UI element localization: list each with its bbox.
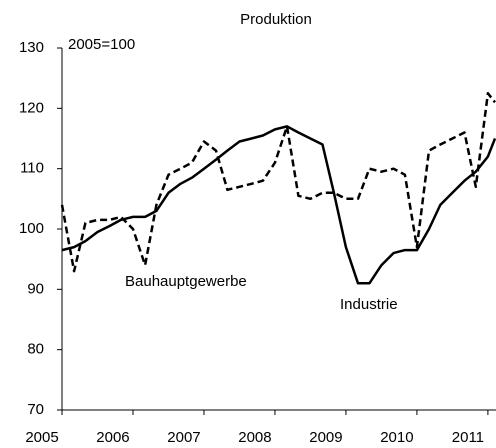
y-tick-label: 110 [20,160,44,177]
y-tick-label: 130 [19,39,44,56]
x-tick-label: 2005 [25,429,58,446]
y-tick-label: 100 [19,220,44,237]
series-line [60,92,496,273]
x-tick-label: 2007 [167,429,200,446]
series-label: Industrie [340,296,398,313]
series-label: Bauhauptgewerbe [125,273,247,290]
y-tick-label: 90 [27,280,44,297]
chart-title: Produktion [240,11,312,28]
x-tick-label: 2010 [380,429,413,446]
y-tick-label: 70 [27,401,44,418]
x-tick-label: 2009 [309,429,342,446]
x-tick-label: 2011 [452,429,484,446]
y-tick-label: 120 [19,99,44,116]
subtitle: 2005=100 [68,36,135,53]
y-tick-label: 80 [27,341,44,358]
x-tick-label: 2006 [96,429,129,446]
x-tick-label: 2008 [238,429,271,446]
series-line [61,125,496,285]
